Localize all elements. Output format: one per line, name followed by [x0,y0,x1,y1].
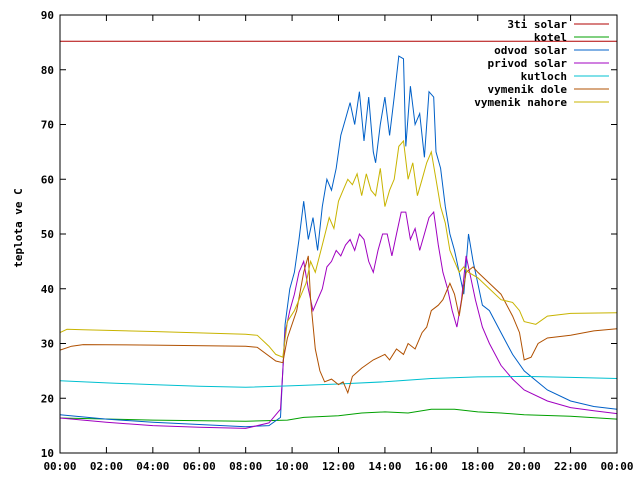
x-tick-label-9: 18:00 [461,460,494,473]
legend-label-5: vymenik dole [488,83,568,96]
legend-label-4: kutloch [521,70,567,83]
y-tick-label-2: 30 [41,338,54,351]
legend-label-2: odvod solar [494,44,567,57]
y-tick-label-0: 10 [41,447,54,460]
axes: 10 20 30 40 50 60 70 80 90 00:00 02:00 04:00 06:00 08… [41,9,634,473]
y-tick-label-5: 60 [41,173,54,186]
y-tick-label-4: 50 [41,228,54,241]
x-tick-label-2: 04:00 [136,460,169,473]
series-line-kotel [59,408,618,422]
legend-label-6: vymenik nahore [474,96,567,109]
x-tick-label-11: 22:00 [554,460,587,473]
x-tick-label-10: 20:00 [508,460,541,473]
series-group [59,40,618,429]
x-tick-label-8: 16:00 [415,460,448,473]
x-tick-label-6: 12:00 [322,460,355,473]
x-tick-label-12: 00:00 [600,460,633,473]
y-axis-label: teplota ve C [12,188,25,267]
y-tick-label-3: 40 [41,283,54,296]
series-line-vymenik-nahore [59,139,618,358]
x-tick-label-1: 02:00 [90,460,123,473]
legend-label-1: kotel [534,31,567,44]
y-tick-label-8: 90 [41,9,54,22]
series-line-privod-solar [59,210,618,429]
x-tick-label-7: 14:00 [368,460,401,473]
series-line-odvod-solar [59,55,618,428]
y-tick-label-7: 80 [41,64,54,77]
legend-label-0: 3ti solar [507,18,567,31]
x-tick-label-0: 00:00 [43,460,76,473]
x-tick-label-5: 10:00 [276,460,309,473]
plot-frame [59,14,618,454]
series-line-vymenik-dole [59,255,618,395]
legend-label-3: privod solar [488,57,568,70]
y-tick-label-1: 20 [41,392,54,405]
y-tick-label-6: 70 [41,119,54,132]
x-tick-label-4: 08:00 [229,460,262,473]
x-tick-label-3: 06:00 [183,460,216,473]
